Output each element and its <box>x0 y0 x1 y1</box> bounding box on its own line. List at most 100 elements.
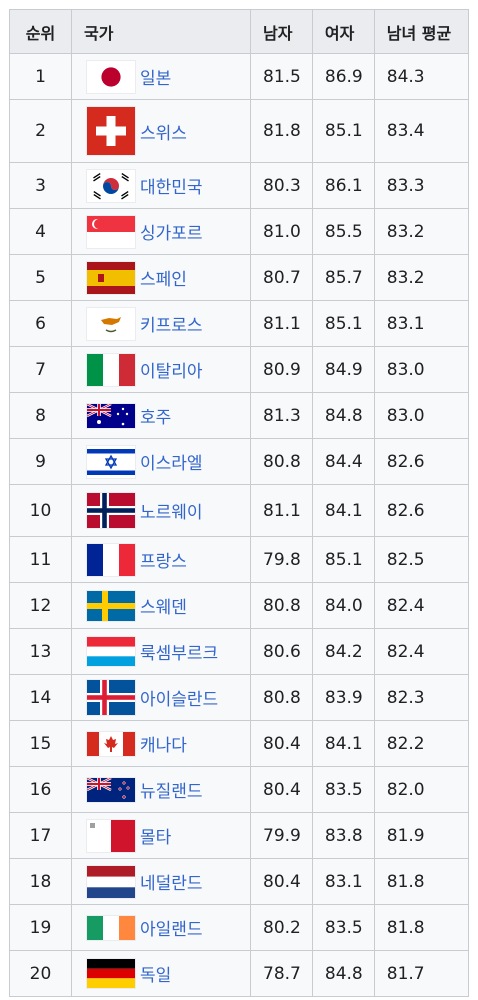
rank-cell: 14 <box>9 674 72 721</box>
table-row: 15 캐나다 80.4 84.1 82.2 <box>9 720 470 767</box>
south-korea-flag-icon <box>86 168 136 203</box>
average-cell: 82.6 <box>373 438 470 485</box>
header-female[interactable]: 여자 <box>311 9 375 54</box>
female-cell: 83.1 <box>311 858 375 905</box>
header-average[interactable]: 남녀 평균 <box>373 9 470 54</box>
rank-cell: 18 <box>9 858 72 905</box>
country-link[interactable]: 스위스 <box>140 123 187 144</box>
rank-cell: 6 <box>9 300 72 347</box>
country-link[interactable]: 룩셈부르크 <box>140 644 219 664</box>
male-cell: 81.5 <box>250 53 313 100</box>
average-cell: 82.6 <box>373 484 470 537</box>
female-cell: 83.5 <box>311 766 375 813</box>
country-link[interactable]: 대한민국 <box>140 178 203 198</box>
country-link[interactable]: 싱가포르 <box>140 224 203 244</box>
country-cell: 프랑스 <box>71 536 251 583</box>
table-row: 18 네덜란드 80.4 83.1 81.8 <box>9 858 470 905</box>
header-rank[interactable]: 순위 <box>9 9 72 54</box>
country-link[interactable]: 일본 <box>140 69 172 89</box>
country-link[interactable]: 키프로스 <box>140 316 203 336</box>
table-row: 11 프랑스 79.8 85.1 82.5 <box>9 536 470 583</box>
female-cell: 84.1 <box>311 720 375 767</box>
table-row: 7 이탈리아 80.9 84.9 83.0 <box>9 346 470 393</box>
country-cell: 호주 <box>71 392 251 439</box>
average-cell: 82.5 <box>373 536 470 583</box>
table-row: 17 몰타 79.9 83.8 81.9 <box>9 812 470 859</box>
luxembourg-flag-icon <box>86 636 136 667</box>
country-cell: 키프로스 <box>71 300 251 347</box>
country-link[interactable]: 스페인 <box>140 270 187 290</box>
germany-flag-icon <box>86 958 136 989</box>
header-country[interactable]: 국가 <box>71 9 251 54</box>
country-cell: 스웨덴 <box>71 582 251 629</box>
life-expectancy-table: 순위 국가 남자 여자 남녀 평균 1 일본 81.5 86.9 84.3 2 스위스 81.… <box>9 9 470 997</box>
country-link[interactable]: 몰타 <box>140 828 172 848</box>
average-cell: 82.0 <box>373 766 470 813</box>
country-link[interactable]: 네덜란드 <box>140 874 203 894</box>
male-cell: 79.9 <box>250 812 313 859</box>
male-cell: 81.8 <box>250 99 313 163</box>
header-male[interactable]: 남자 <box>250 9 313 54</box>
country-link[interactable]: 이스라엘 <box>140 454 203 474</box>
country-link[interactable]: 아일랜드 <box>140 920 203 940</box>
country-link[interactable]: 캐나다 <box>140 736 187 756</box>
country-cell: 스위스 <box>71 99 251 163</box>
average-cell: 83.2 <box>373 208 470 255</box>
iceland-flag-icon <box>86 679 136 716</box>
table-row: 16 뉴질랜드 80.4 83.5 82.0 <box>9 766 470 813</box>
female-cell: 84.8 <box>311 950 375 997</box>
male-cell: 79.8 <box>250 536 313 583</box>
male-cell: 80.8 <box>250 674 313 721</box>
average-cell: 81.8 <box>373 904 470 951</box>
norway-flag-icon <box>86 492 136 529</box>
male-cell: 80.4 <box>250 858 313 905</box>
country-link[interactable]: 아이슬란드 <box>140 690 219 710</box>
male-cell: 80.8 <box>250 438 313 485</box>
rank-cell: 1 <box>9 53 72 100</box>
female-cell: 83.8 <box>311 812 375 859</box>
singapore-flag-icon <box>86 214 136 249</box>
average-cell: 82.3 <box>373 674 470 721</box>
male-cell: 80.6 <box>250 628 313 675</box>
country-cell: 뉴질랜드 <box>71 766 251 813</box>
country-link[interactable]: 노르웨이 <box>140 503 203 523</box>
female-cell: 85.5 <box>311 208 375 255</box>
average-cell: 82.4 <box>373 628 470 675</box>
country-link[interactable]: 프랑스 <box>140 552 187 572</box>
average-cell: 83.4 <box>373 99 470 163</box>
country-link[interactable]: 호주 <box>140 408 172 428</box>
female-cell: 84.0 <box>311 582 375 629</box>
table-row: 4 싱가포르 81.0 85.5 83.2 <box>9 208 470 255</box>
female-cell: 84.2 <box>311 628 375 675</box>
male-cell: 80.9 <box>250 346 313 393</box>
male-cell: 80.7 <box>250 254 313 301</box>
country-link[interactable]: 스웨덴 <box>140 598 187 618</box>
rank-cell: 19 <box>9 904 72 951</box>
table-body: 1 일본 81.5 86.9 84.3 2 스위스 81.8 85.1 83.4 3 대한민국 80.3… <box>9 53 470 997</box>
country-cell: 캐나다 <box>71 720 251 767</box>
country-link[interactable]: 이탈리아 <box>140 362 203 382</box>
country-link[interactable]: 뉴질랜드 <box>140 782 203 802</box>
average-cell: 81.8 <box>373 858 470 905</box>
female-cell: 83.5 <box>311 904 375 951</box>
male-cell: 80.8 <box>250 582 313 629</box>
female-cell: 85.1 <box>311 300 375 347</box>
rank-cell: 12 <box>9 582 72 629</box>
australia-flag-icon <box>86 402 136 429</box>
male-cell: 81.3 <box>250 392 313 439</box>
female-cell: 84.9 <box>311 346 375 393</box>
female-cell: 85.7 <box>311 254 375 301</box>
table-row: 6 키프로스 81.1 85.1 83.1 <box>9 300 470 347</box>
table-row: 3 대한민국 80.3 86.1 83.3 <box>9 162 470 209</box>
rank-cell: 15 <box>9 720 72 767</box>
table-row: 19 아일랜드 80.2 83.5 81.8 <box>9 904 470 951</box>
rank-cell: 9 <box>9 438 72 485</box>
country-link[interactable]: 독일 <box>140 966 172 986</box>
average-cell: 81.7 <box>373 950 470 997</box>
rank-cell: 4 <box>9 208 72 255</box>
rank-cell: 17 <box>9 812 72 859</box>
average-cell: 83.0 <box>373 392 470 439</box>
table-row: 13 룩셈부르크 80.6 84.2 82.4 <box>9 628 470 675</box>
average-cell: 82.4 <box>373 582 470 629</box>
female-cell: 84.8 <box>311 392 375 439</box>
